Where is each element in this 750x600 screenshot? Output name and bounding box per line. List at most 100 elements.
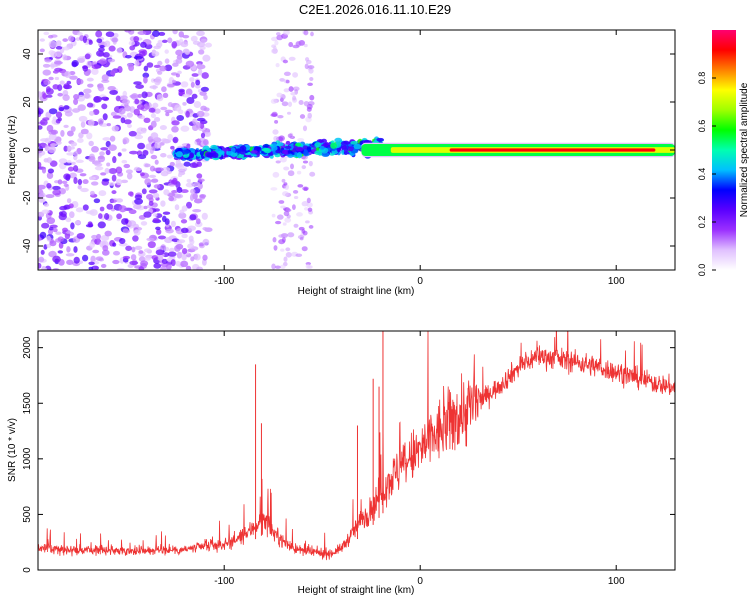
- x-tick-label: 0: [417, 276, 423, 287]
- spectrogram-cell: [57, 236, 64, 242]
- spectrogram-cell: [298, 226, 305, 231]
- spectrogram-cell: [108, 182, 116, 186]
- spectrogram-cell: [151, 50, 160, 57]
- spectrogram-cell: [167, 251, 177, 257]
- spectrogram-cell: [96, 38, 103, 44]
- spectrogram-cell: [118, 205, 127, 213]
- spectrogram-cell: [61, 180, 68, 185]
- spectrogram-cell: [160, 138, 168, 143]
- spectrogram-cell: [196, 161, 203, 167]
- spectrogram-cell: [196, 30, 205, 37]
- spectrogram-cell: [64, 110, 73, 117]
- spectrogram-cell: [111, 190, 117, 195]
- spectrogram-cell: [175, 58, 183, 64]
- spectrogram-cell: [95, 256, 104, 261]
- spectrogram-cell: [302, 160, 309, 164]
- spectrogram-cell: [126, 112, 133, 118]
- spectrogram-cell: [55, 50, 62, 58]
- spectrogram-cell: [155, 228, 162, 235]
- y-tick-label: 20: [22, 96, 33, 108]
- spectrogram-cell: [203, 107, 210, 112]
- spectrogram-cell: [67, 166, 74, 172]
- spectrogram-cell: [120, 95, 128, 100]
- spectrogram-cell: [181, 247, 188, 255]
- spectrogram-cell: [93, 96, 102, 103]
- spectrogram-cell: [276, 34, 284, 41]
- spectrogram-cell: [274, 120, 279, 124]
- spectrogram-cell: [154, 208, 160, 212]
- y-tick-label: 0: [22, 147, 33, 153]
- spectrogram-cell: [71, 108, 81, 113]
- spectrogram-cell: [146, 237, 155, 242]
- spectrogram-cell: [281, 149, 289, 155]
- spectrogram-cell: [46, 157, 53, 164]
- spectrogram-cell: [308, 68, 314, 74]
- spectrogram-cell: [166, 154, 173, 159]
- spectrogram-cell: [151, 146, 156, 151]
- spectrogram-cell: [38, 184, 46, 190]
- spectrogram-cell: [284, 217, 292, 223]
- spectrogram-cell: [143, 248, 152, 253]
- spectrogram-cell: [100, 96, 109, 101]
- spectrogram-cell: [174, 204, 180, 211]
- spectrogram-cell: [144, 257, 151, 261]
- spectrogram-cell: [157, 60, 163, 66]
- spectrogram-cell: [100, 147, 109, 151]
- spectrogram-cell: [50, 129, 59, 135]
- spectrogram-cell: [274, 265, 281, 269]
- spectrogram-cell: [281, 101, 289, 107]
- spectrogram-cell: [180, 219, 188, 224]
- spectrogram-cell: [165, 112, 170, 117]
- spectrogram-cell: [77, 104, 86, 111]
- spectrogram-cell: [279, 78, 286, 83]
- spectrogram-cell: [197, 68, 203, 76]
- spectrogram-cell: [91, 234, 98, 240]
- spectrogram-cell: [38, 262, 42, 269]
- spectrogram-cell: [180, 189, 189, 194]
- spectrogram-cell: [185, 60, 195, 68]
- y-tick-label: 40: [22, 48, 33, 60]
- spectrogram-cell: [52, 255, 61, 263]
- spectrogram-cell: [180, 260, 189, 268]
- spectrogram-cell: [283, 88, 290, 93]
- spectrogram-cell: [203, 131, 211, 137]
- spectrogram-cell: [115, 178, 123, 186]
- spectrogram-cell: [45, 94, 53, 98]
- spectrogram-cell: [97, 118, 104, 125]
- spectrogram-cell: [164, 58, 170, 64]
- spectrogram-cell: [175, 260, 181, 267]
- spectrogram-cell: [161, 39, 168, 43]
- spectrogram-cell: [90, 181, 99, 186]
- spectrogram-cell: [341, 145, 348, 150]
- spectrogram-cell: [144, 163, 151, 168]
- spectrogram-cell: [295, 41, 302, 47]
- spectrogram-cell: [73, 98, 79, 106]
- spectrogram-cell: [186, 143, 191, 150]
- spectrogram-cell: [309, 171, 316, 177]
- spectrogram-cell: [134, 59, 140, 67]
- spectrogram-cell: [283, 182, 288, 186]
- spectrogram-cell: [38, 108, 44, 115]
- spectrogram-cell: [303, 100, 310, 107]
- spectrogram-cell: [160, 200, 166, 207]
- spectrogram-cell: [87, 119, 95, 127]
- spectrogram-cell: [89, 176, 96, 181]
- spectrogram-cell: [66, 259, 74, 265]
- spectrogram-cell: [63, 105, 70, 110]
- spectrogram-cell: [148, 174, 157, 179]
- spectrogram-cell: [310, 31, 314, 37]
- spectrogram-cell: [170, 179, 178, 185]
- spectrogram-cell: [167, 83, 176, 88]
- x-tick-label: 100: [608, 276, 625, 287]
- spectrogram-cell: [271, 36, 279, 42]
- spectrogram-cell: [52, 116, 57, 122]
- spectrogram-cell: [174, 104, 182, 112]
- spectrogram-cell: [91, 67, 99, 76]
- spectrogram-cell: [110, 111, 117, 117]
- spectrogram-cell: [307, 207, 313, 212]
- spectrogram-cell: [303, 187, 308, 191]
- spectrogram-cell: [66, 198, 72, 204]
- snr-y-label: SNR (10 * v/v): [7, 418, 18, 482]
- spectrogram-cell: [189, 214, 197, 221]
